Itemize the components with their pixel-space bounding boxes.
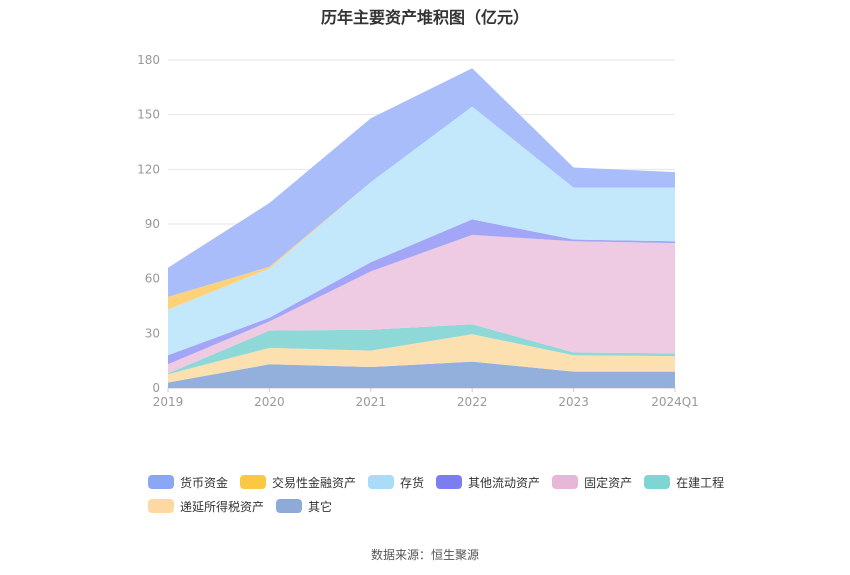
legend-label: 其他流动资产 (468, 475, 541, 490)
area-series-货币资金 (168, 68, 675, 297)
data-source-note: 数据来源：恒生聚源 (370, 548, 479, 562)
area-series-递延所得税资产 (168, 334, 675, 383)
legend-item[interactable]: 货币资金 (148, 470, 228, 494)
legend-label: 固定资产 (584, 475, 633, 490)
y-tick-label: 120 (137, 162, 160, 176)
legend-item[interactable]: 交易性金融资产 (240, 470, 356, 494)
legend-item[interactable]: 其他流动资产 (436, 470, 540, 494)
legend-label: 递延所得税资产 (180, 499, 265, 514)
legend-item[interactable]: 固定资产 (552, 470, 632, 494)
x-tick-label: 2019 (153, 395, 184, 409)
legend-label: 货币资金 (180, 475, 229, 490)
legend-item[interactable]: 其它 (276, 494, 332, 518)
area-series-固定资产 (168, 234, 675, 374)
legend-label: 交易性金融资产 (272, 475, 357, 490)
y-tick-label: 30 (145, 326, 160, 340)
legend-swatch (148, 475, 174, 489)
legend-label: 在建工程 (676, 475, 725, 490)
legend-swatch (240, 475, 267, 489)
x-tick-label: 2022 (457, 395, 488, 409)
legend-swatch (368, 475, 395, 489)
y-tick-label: 90 (145, 217, 160, 231)
area-series-在建工程 (168, 324, 675, 375)
area-series-存货 (168, 106, 675, 356)
area-series-其它 (168, 361, 675, 388)
legend-label: 存货 (400, 475, 425, 490)
x-tick-label: 2023 (558, 395, 589, 409)
legend-item[interactable]: 在建工程 (644, 470, 724, 494)
area-series-其他流动资产 (168, 219, 675, 365)
legend-swatch (148, 499, 174, 513)
x-tick-label: 2021 (356, 395, 387, 409)
legend-label: 其它 (308, 499, 333, 514)
legend-swatch (644, 475, 671, 489)
y-tick-label: 0 (152, 381, 160, 395)
legend-item[interactable]: 递延所得税资产 (148, 494, 264, 518)
y-tick-label: 180 (137, 53, 160, 67)
x-tick-label: 2020 (254, 395, 285, 409)
y-tick-label: 60 (145, 272, 160, 286)
chart-legend: 货币资金 交易性金融资产 存货 其他流动资产 固定资产 在建工程递延所得税资产 其它 (148, 470, 748, 518)
legend-swatch (436, 475, 463, 489)
legend-swatch (552, 475, 579, 489)
y-tick-label: 150 (137, 108, 160, 122)
chart-title: 历年主要资产堆积图（亿元） (320, 8, 529, 27)
x-tick-label: 2024Q1 (651, 395, 699, 409)
legend-item[interactable]: 存货 (368, 470, 424, 494)
legend-swatch (276, 499, 303, 513)
